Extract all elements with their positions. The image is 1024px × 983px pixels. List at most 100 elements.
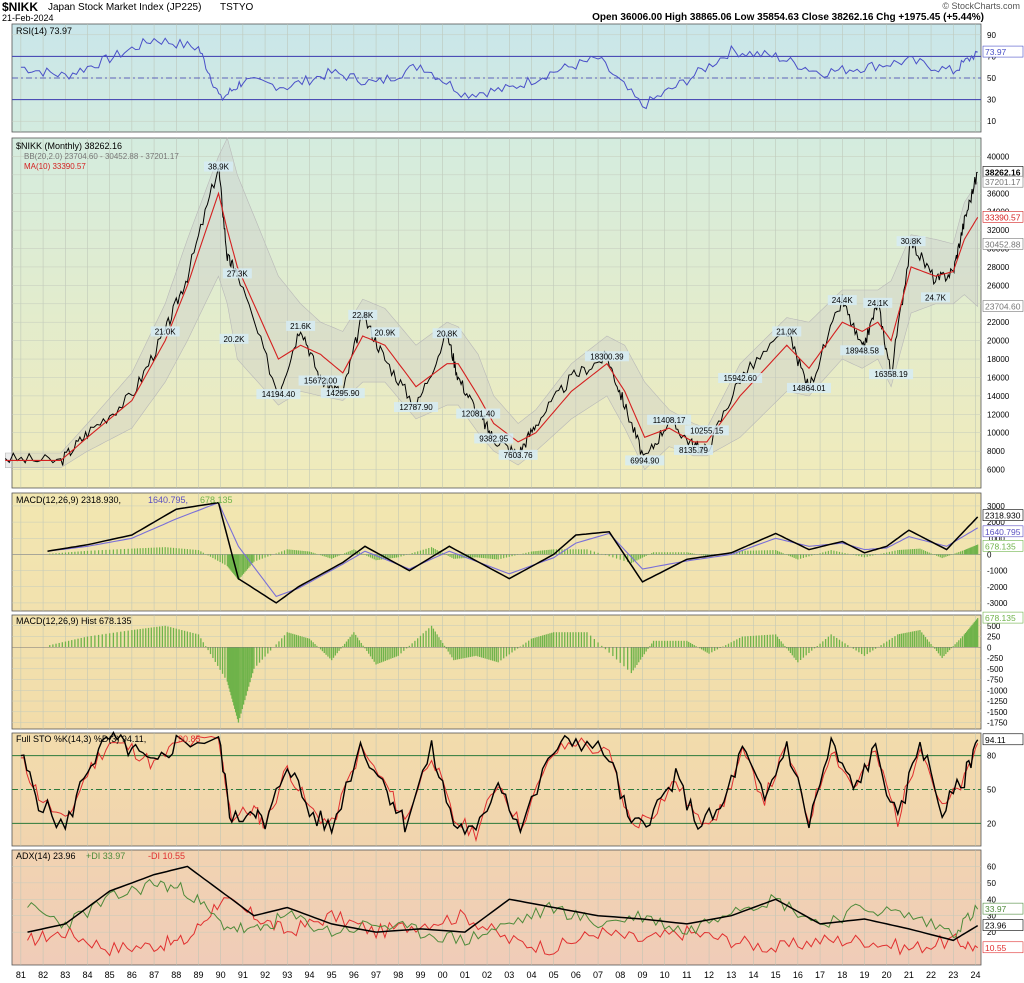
x-tick-label: 98 — [393, 970, 403, 980]
annotation-bg — [320, 388, 365, 399]
x-tick-label: 23 — [948, 970, 958, 980]
annotation-bg — [896, 236, 926, 247]
annotation-bg — [863, 297, 893, 308]
annotation-bg — [772, 326, 802, 337]
x-tick-label: 18 — [837, 970, 847, 980]
price-annotation: 15672.00 — [304, 376, 338, 385]
minus-di-value: 10.55 — [985, 943, 1007, 953]
price-tick: 12000 — [987, 410, 1010, 419]
price-annotation: 22.8K — [352, 311, 374, 320]
price-tick: 10000 — [987, 429, 1010, 438]
macd-hist-value: 678.135 — [985, 541, 1016, 551]
hist-tick: 500 — [987, 622, 1001, 631]
annotation-bg — [647, 414, 692, 425]
hist-tick: -750 — [987, 676, 1004, 685]
annotation-bg — [394, 402, 439, 413]
bb-upper-value: 37201.17 — [985, 177, 1021, 187]
macd-legend: MACD(12,26,9) 2318.930, — [16, 495, 121, 505]
adx-legend-minus: -DI 10.55 — [148, 851, 185, 861]
x-tick-label: 24 — [970, 970, 980, 980]
x-tick-label: 19 — [859, 970, 869, 980]
price-annotation: 38.9K — [208, 163, 230, 172]
price-annotation: 14295.90 — [326, 389, 360, 398]
macd-signal-value-box — [982, 525, 1024, 538]
macd-tick: 0 — [987, 550, 992, 559]
price-annotation: 27.3K — [227, 269, 249, 278]
macd-tick: 2000 — [987, 518, 1005, 527]
annotation-bg — [718, 373, 763, 384]
sto-k-line — [20, 731, 979, 836]
annotation-bg — [827, 295, 857, 306]
x-tick-label: 84 — [82, 970, 92, 980]
annotation-bg — [474, 433, 514, 444]
ohlc-summary: Open 36006.00 High 38865.06 Low 35854.63… — [592, 12, 984, 23]
rsi-tick: 50 — [987, 74, 996, 83]
x-tick-label: 12 — [704, 970, 714, 980]
macd-tick: -3000 — [987, 599, 1008, 608]
adx-value: 23.96 — [985, 921, 1007, 931]
annotation-bg — [370, 327, 400, 338]
macd-signal-line — [47, 502, 978, 598]
annotation-bg — [150, 326, 180, 337]
plus-di-value: 33.97 — [985, 904, 1007, 914]
ma-last-value-box — [982, 211, 1024, 223]
rsi-tick: 10 — [987, 117, 996, 126]
price-tick: 14000 — [987, 392, 1010, 401]
x-tick-label: 22 — [926, 970, 936, 980]
x-tick-label: 20 — [882, 970, 892, 980]
rsi-tick: 30 — [987, 96, 996, 105]
stockcharts-credit: © StockCharts.com — [942, 1, 1020, 11]
x-tick-label: 90 — [216, 970, 226, 980]
annotation-bg — [219, 333, 249, 344]
price-tick: 20000 — [987, 337, 1010, 346]
adx-tick: 50 — [987, 879, 996, 888]
adx-legend-plus: +DI 33.97 — [86, 851, 125, 861]
price-tick: 40000 — [987, 152, 1010, 161]
adx-tick: 40 — [987, 895, 996, 904]
macd-legend-signal: 1640.795, — [148, 495, 188, 505]
x-tick-label: 02 — [482, 970, 492, 980]
x-tick-label: 11 — [682, 970, 691, 980]
x-tick-label: 96 — [349, 970, 359, 980]
x-tick-label: 83 — [60, 970, 70, 980]
x-tick-label: 86 — [127, 970, 137, 980]
price-annotation: 21.0K — [776, 327, 798, 336]
hist-tick: -1500 — [987, 708, 1008, 717]
x-tick-label: 99 — [415, 970, 425, 980]
panel-price — [11, 137, 982, 489]
x-tick-label: 88 — [171, 970, 181, 980]
rsi-last-value-box — [982, 45, 1024, 58]
price-annotation: 10255.15 — [690, 426, 724, 435]
price-tick: 6000 — [987, 466, 1005, 475]
symbol: $NIKK — [2, 0, 39, 14]
date: 21-Feb-2024 — [2, 13, 54, 23]
sto-legend-d: 90.85 — [178, 734, 201, 744]
annotation-bg — [348, 309, 378, 320]
price-annotation: 7603.76 — [504, 451, 533, 460]
price-annotation: 14194.40 — [262, 390, 296, 399]
price-annotation: 12081.40 — [461, 410, 495, 419]
annotation-bg — [684, 425, 729, 436]
price-tick: 22000 — [987, 318, 1010, 327]
price-tick: 18000 — [987, 355, 1010, 364]
x-tick-label: 81 — [16, 970, 26, 980]
price-annotation: 18300.39 — [590, 352, 624, 361]
hist-tick: -500 — [987, 665, 1004, 674]
x-tick-label: 06 — [571, 970, 581, 980]
x-tick-label: 89 — [193, 970, 203, 980]
x-tick-label: 04 — [526, 970, 536, 980]
price-annotation: 30.8K — [901, 237, 923, 246]
x-tick-label: 82 — [38, 970, 48, 980]
adx-tick: 20 — [987, 928, 996, 937]
macd-line — [47, 501, 979, 604]
minus-di-value-box — [982, 941, 1024, 954]
annotation-bg — [456, 408, 501, 419]
price-annotation: 15942.60 — [723, 374, 757, 383]
annotation-bg — [920, 292, 950, 303]
bb-mid-value-box — [982, 238, 1024, 250]
plus-di-value-box — [982, 902, 1024, 915]
ma-legend: MA(10) 33390.57 — [24, 162, 86, 171]
macd-last-value-box — [982, 509, 1024, 521]
annotation-bg — [256, 389, 301, 400]
